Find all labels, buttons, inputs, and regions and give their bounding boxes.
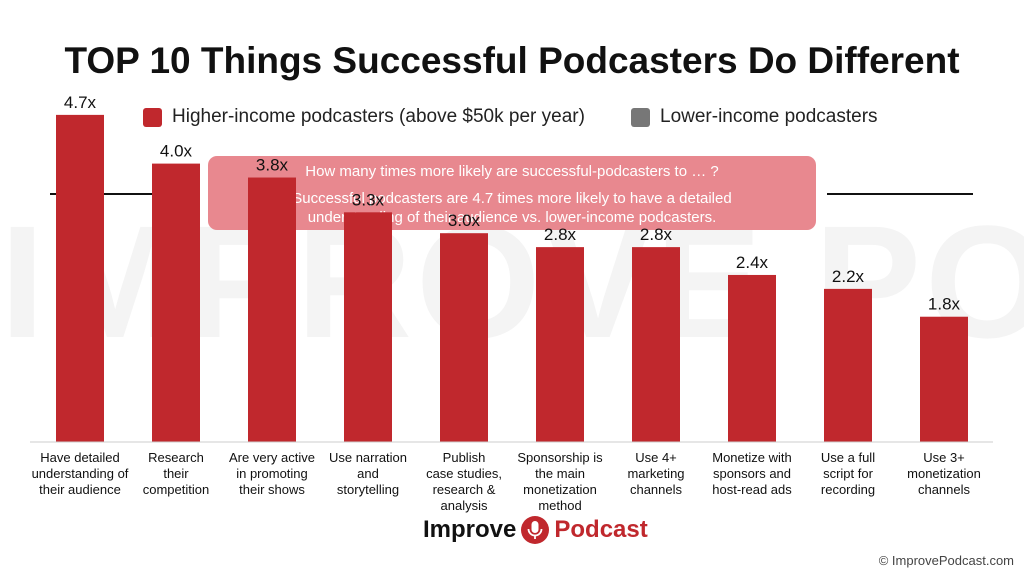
bar-9: [824, 288, 872, 442]
data-label-5: 3.0x: [448, 211, 481, 230]
data-label-4: 3.3x: [352, 190, 385, 209]
divider-right: [827, 193, 973, 195]
callout-box: How many times more likely are successfu…: [208, 156, 816, 230]
callout-answer: Successful podcasters are 4.7 times more…: [292, 190, 732, 226]
data-label-3: 3.8x: [256, 156, 289, 175]
microphone-icon: [521, 516, 550, 544]
data-label-6: 2.8x: [544, 225, 577, 244]
data-label-1: 4.7x: [64, 93, 97, 112]
bar-1: [56, 114, 104, 442]
divider-left: [50, 193, 196, 195]
data-label-2: 4.0x: [160, 142, 193, 161]
bar-6: [536, 247, 584, 442]
logo-word-improve: Improve: [423, 516, 517, 543]
logo-word-podcast: Podcast: [554, 516, 648, 543]
data-label-8: 2.4x: [736, 253, 769, 272]
copyright-notice: © ImprovePodcast.com: [878, 553, 1014, 568]
legend-item-higher-income: Higher-income podcasters (above $50k per…: [143, 106, 585, 128]
bar-4: [344, 212, 392, 442]
category-label-9: Use a full script for recording: [821, 450, 875, 497]
category-label-5: Publish case studies, research & analysis: [426, 450, 502, 513]
legend-item-lower-income: Lower-income podcasters: [631, 106, 878, 128]
category-label-4: Use narration and storytelling: [329, 450, 407, 497]
chart-title: TOP 10 Things Successful Podcasters Do D…: [64, 40, 960, 81]
category-label-7: Use 4+ marketing channels: [627, 450, 684, 497]
bar-8: [728, 274, 776, 442]
logo: Improve Podcast: [423, 515, 648, 545]
legend: Higher-income podcasters (above $50k per…: [0, 106, 1024, 130]
category-label-3: Are very active in promoting their shows: [229, 450, 315, 497]
category-label-8: Monetize with sponsors and host-read ads: [712, 450, 792, 497]
category-label-2: Research their competition: [143, 450, 209, 497]
bar-2: [152, 163, 200, 442]
callout-question: How many times more likely are successfu…: [305, 163, 719, 180]
legend-label-lower-income: Lower-income podcasters: [660, 106, 878, 127]
bar-7: [632, 247, 680, 442]
category-label-6: Sponsorship is the main monetization method: [517, 450, 603, 513]
legend-swatch-higher-income: [143, 107, 162, 127]
legend-label-higher-income: Higher-income podcasters (above $50k per…: [172, 106, 585, 127]
data-label-10: 1.8x: [928, 295, 961, 314]
category-label-1: Have detailed understanding of their audie…: [32, 450, 129, 497]
data-label-9: 2.2x: [832, 267, 865, 286]
bar-3: [248, 177, 296, 442]
legend-swatch-lower-income: [631, 107, 650, 127]
bar-10: [920, 316, 968, 442]
category-label-10: Use 3+ monetization channels: [907, 450, 981, 497]
bar-5: [440, 233, 488, 442]
data-label-7: 2.8x: [640, 225, 673, 244]
